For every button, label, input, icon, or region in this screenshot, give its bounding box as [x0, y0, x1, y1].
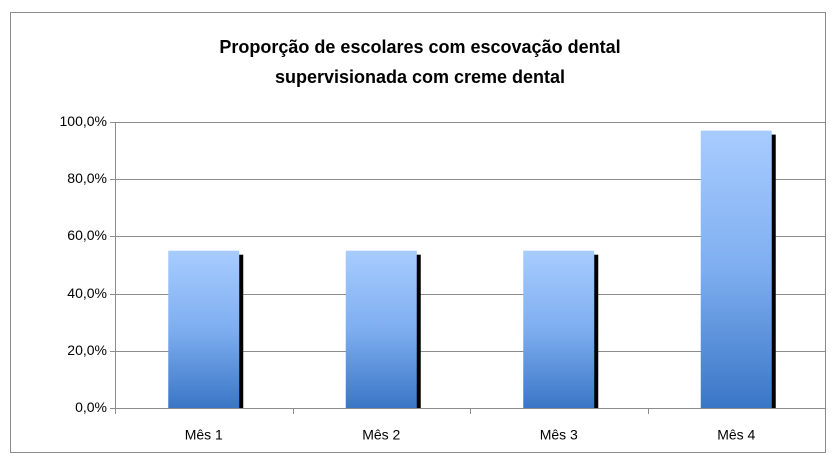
bar: [700, 130, 772, 408]
chart-title: supervisionada com creme dental: [275, 67, 565, 87]
y-tick-label: 80,0%: [67, 170, 107, 186]
y-tick-label: 20,0%: [67, 342, 107, 358]
y-tick-label: 100,0%: [60, 113, 107, 129]
bar: [523, 250, 595, 408]
y-tick-label: 40,0%: [67, 285, 107, 301]
bar: [345, 250, 417, 408]
y-tick-label: 60,0%: [67, 227, 107, 243]
x-tick-label: Mês 3: [540, 427, 578, 443]
x-tick-label: Mês 1: [185, 427, 223, 443]
bar: [168, 250, 240, 408]
x-tick-label: Mês 2: [362, 427, 400, 443]
x-tick-label: Mês 4: [717, 427, 755, 443]
chart-title: Proporção de escolares com escovação den…: [219, 37, 620, 57]
y-tick-label: 0,0%: [75, 399, 107, 415]
